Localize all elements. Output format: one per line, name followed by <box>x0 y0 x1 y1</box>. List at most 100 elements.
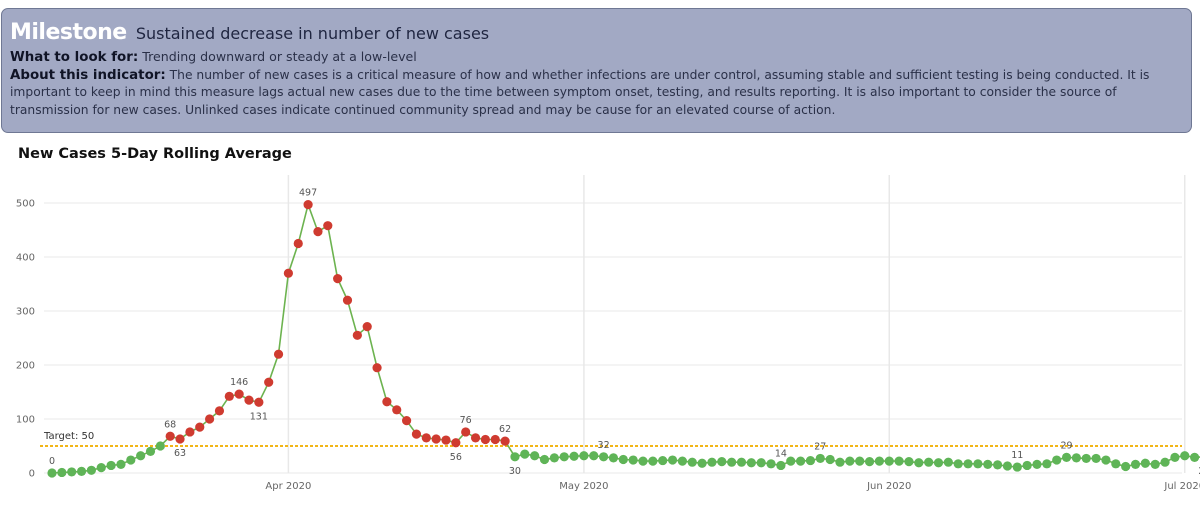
data-point-above-target <box>195 422 205 432</box>
data-point-below-target <box>618 454 628 465</box>
data-point-below-target <box>1130 459 1141 469</box>
data-label: 30 <box>509 466 521 477</box>
milestone-description: Sustained decrease in number of new case… <box>135 24 490 43</box>
data-label: 76 <box>460 415 472 426</box>
y-tick-label: 100 <box>16 415 35 426</box>
data-point-below-target <box>1101 455 1111 465</box>
data-point-below-target <box>1042 459 1052 469</box>
data-point-below-target <box>736 457 747 467</box>
data-point-below-target <box>845 456 855 466</box>
data-point-above-target <box>490 434 500 445</box>
data-point-below-target <box>1022 460 1032 471</box>
data-label: 14 <box>775 448 787 459</box>
data-point-below-target <box>973 459 983 469</box>
data-point-below-target <box>894 456 904 466</box>
data-point-below-target <box>126 455 136 465</box>
data-label: 32 <box>598 440 610 451</box>
data-label: 56 <box>450 452 462 463</box>
data-point-below-target <box>1032 459 1042 469</box>
milestone-label: Milestone <box>10 20 127 45</box>
y-tick-label: 400 <box>16 253 35 264</box>
data-point-below-target <box>549 453 559 463</box>
data-point-below-target <box>796 456 806 466</box>
about-label: About this indicator: <box>10 67 166 83</box>
data-point-below-target <box>638 456 648 466</box>
data-point-below-target <box>983 459 993 469</box>
look-for-text: Trending downward or steady at a low-lev… <box>142 49 417 64</box>
data-point-above-target <box>165 431 175 441</box>
data-point-below-target <box>67 467 77 477</box>
data-point-below-target <box>825 454 835 465</box>
data-point-below-target <box>1160 457 1170 467</box>
data-label: 29 <box>1198 466 1200 477</box>
data-label: 11 <box>1011 450 1023 461</box>
data-point-below-target <box>874 456 885 466</box>
look-for-label: What to look for: <box>10 50 139 65</box>
data-point-above-target <box>254 397 264 407</box>
data-point-above-target <box>362 322 372 332</box>
y-tick-label: 0 <box>29 469 35 480</box>
data-point-above-target <box>411 429 422 439</box>
data-label: 131 <box>250 411 268 422</box>
chart-title: New Cases 5-Day Rolling Average <box>18 146 292 162</box>
target-label: Target: 50 <box>43 431 94 442</box>
about-text: The number of new cases is a critical me… <box>10 67 1150 117</box>
data-point-below-target <box>520 449 530 459</box>
data-point-below-target <box>57 467 67 478</box>
data-point-below-target <box>687 457 697 467</box>
data-point-below-target <box>1012 462 1022 472</box>
data-point-above-target <box>323 221 333 231</box>
data-point-above-target <box>402 416 412 426</box>
data-point-below-target <box>1052 455 1062 465</box>
data-point-below-target <box>953 459 963 469</box>
data-point-below-target <box>864 457 875 467</box>
data-point-below-target <box>707 457 717 467</box>
data-point-below-target <box>776 460 786 471</box>
data-point-below-target <box>145 446 156 456</box>
data-point-below-target <box>589 451 599 461</box>
line-layer <box>51 201 1200 474</box>
data-label: 497 <box>299 188 317 199</box>
data-point-below-target <box>658 455 668 466</box>
data-point-above-target <box>372 363 382 373</box>
data-point-below-target <box>786 456 796 466</box>
data-point-below-target <box>648 456 658 466</box>
x-tick-label: Jul 2020 <box>1163 481 1200 492</box>
data-label: 62 <box>499 424 511 435</box>
data-point-above-target <box>352 330 362 340</box>
data-point-above-target <box>480 434 490 445</box>
data-point-below-target <box>1180 451 1190 461</box>
data-point-above-target <box>451 438 461 448</box>
data-point-below-target <box>835 457 845 467</box>
data-point-below-target <box>677 456 688 466</box>
data-point-below-target <box>1121 461 1131 472</box>
data-point-below-target <box>933 458 944 468</box>
data-point-above-target <box>382 397 392 407</box>
data-point-below-target <box>155 441 165 451</box>
data-point-below-target <box>1081 453 1091 464</box>
data-point-above-target <box>470 433 481 443</box>
data-point-below-target <box>697 458 707 468</box>
data-point-below-target <box>106 460 116 471</box>
data-point-above-target <box>273 349 284 359</box>
data-point-below-target <box>539 454 550 465</box>
data-point-above-target <box>313 227 323 237</box>
x-tick-label: May 2020 <box>559 481 608 492</box>
data-point-above-target <box>175 434 185 444</box>
data-point-below-target <box>1071 453 1081 463</box>
data-point-above-target <box>185 427 195 437</box>
data-point-below-target <box>510 452 520 462</box>
data-point-below-target <box>628 455 638 465</box>
data-point-below-target <box>559 452 569 462</box>
data-point-below-target <box>924 457 934 467</box>
data-point-below-target <box>1002 461 1013 471</box>
data-label: 29 <box>1061 440 1073 451</box>
data-label: 0 <box>49 456 55 467</box>
data-point-below-target <box>815 453 825 464</box>
data-point-below-target <box>1111 459 1121 469</box>
data-label: 27 <box>814 441 826 452</box>
data-point-below-target <box>608 453 619 463</box>
data-point-below-target <box>884 456 894 466</box>
data-point-above-target <box>205 414 215 424</box>
